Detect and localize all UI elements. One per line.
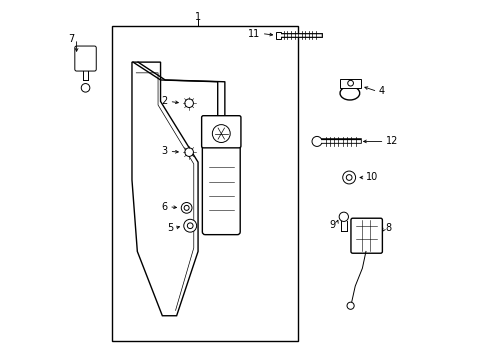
Text: 1: 1 [195,13,201,22]
FancyBboxPatch shape [350,218,382,253]
Bar [112,26,298,341]
Circle shape [339,212,348,221]
Text: 8: 8 [385,223,391,233]
Circle shape [342,171,355,184]
Circle shape [184,205,189,210]
Circle shape [187,223,193,229]
FancyBboxPatch shape [202,143,240,235]
FancyBboxPatch shape [75,46,96,71]
Text: 10: 10 [365,172,377,183]
Text: 12: 12 [385,136,397,147]
Text: 7: 7 [68,34,75,44]
Circle shape [346,175,351,180]
Circle shape [347,80,353,86]
Circle shape [81,84,90,92]
Circle shape [181,203,192,213]
Text: 3: 3 [161,147,167,157]
FancyBboxPatch shape [201,116,241,148]
Text: 4: 4 [378,86,384,96]
Bar [339,78,360,88]
Text: 5: 5 [166,223,173,233]
Text: 2: 2 [161,96,167,107]
Text: 6: 6 [161,202,167,212]
Circle shape [346,302,353,309]
Circle shape [311,136,322,147]
Circle shape [183,219,196,232]
Bar [276,32,281,39]
Circle shape [184,148,193,157]
Polygon shape [132,62,198,316]
Circle shape [184,99,193,108]
Text: 9: 9 [329,220,335,230]
Circle shape [212,125,230,143]
Text: 11: 11 [248,28,260,39]
